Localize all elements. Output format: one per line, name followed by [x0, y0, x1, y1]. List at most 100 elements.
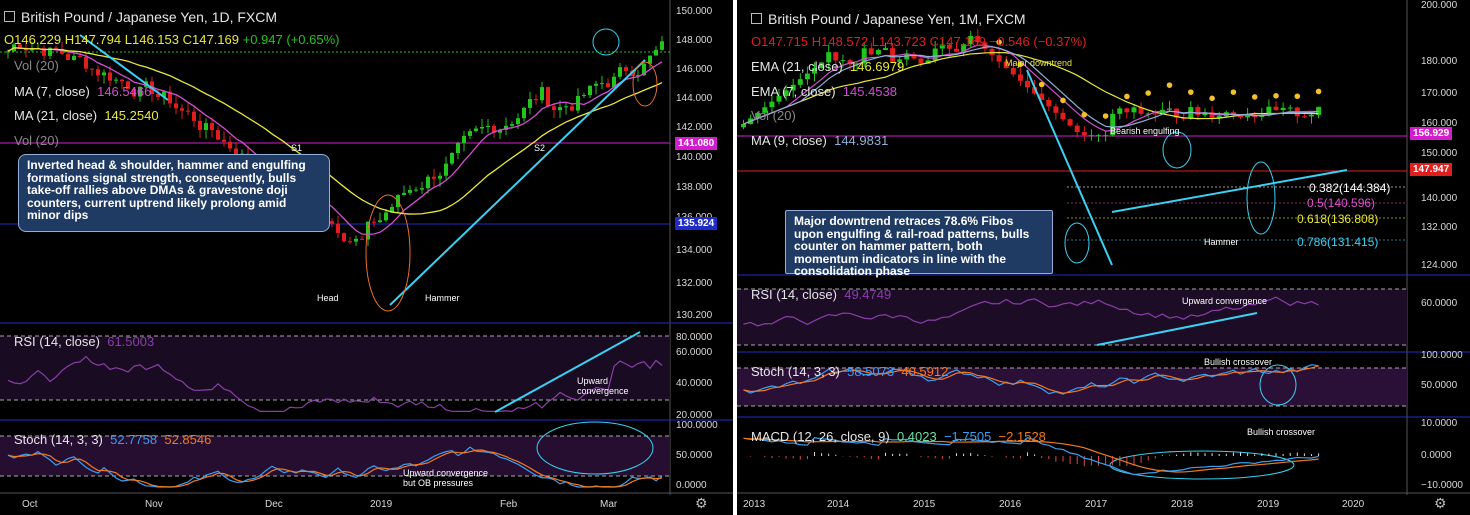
time-tick-label: Mar	[600, 499, 618, 510]
candle-body	[783, 90, 789, 96]
macd-tick-label: 10.0000	[1421, 418, 1458, 429]
moving-average-line	[743, 44, 1319, 132]
candle-body	[384, 212, 388, 221]
chart-title: British Pound / Japanese Yen, 1D, FXCM	[4, 10, 277, 25]
time-tick-label: 2019	[1257, 499, 1280, 510]
candle-body	[378, 220, 382, 223]
current-price-tag: 141.080	[675, 137, 718, 150]
price-tick-label: 150.000	[1421, 148, 1458, 159]
price-tick-label: 132.000	[1421, 222, 1458, 233]
candle-body	[1025, 80, 1030, 88]
hammer-ellipse	[632, 61, 658, 107]
candle-body	[648, 55, 652, 64]
candle-body	[552, 106, 556, 111]
hammer-ellipse	[1246, 161, 1276, 235]
ohlc-readout: O146.229 H147.794 L146.153 C147.169 +0.9…	[4, 32, 340, 47]
rsi-line	[743, 296, 1319, 327]
time-tick-label: Nov	[145, 499, 163, 510]
candle-body	[408, 190, 412, 193]
candle-body	[516, 118, 520, 125]
signal-dot	[1273, 93, 1279, 99]
candle-body	[600, 83, 604, 85]
candle-body	[234, 148, 238, 158]
candle-body	[588, 85, 592, 96]
candle-body	[1195, 107, 1201, 116]
candle-body	[1287, 107, 1293, 109]
candle-body	[180, 108, 184, 111]
time-tick-label: 2019	[370, 499, 393, 510]
candle-body	[861, 48, 867, 64]
stoch-d-line	[7, 449, 663, 488]
support-price-tag: 135.924	[675, 217, 718, 230]
candle-body	[222, 139, 226, 142]
candle-body	[228, 141, 232, 149]
rsi-tick-label: 60.0000	[676, 347, 713, 358]
candle-body	[372, 221, 376, 223]
candle-body	[156, 93, 160, 97]
candle-body	[426, 176, 430, 189]
bearish-engulfing-label: Bearish engulfing	[1110, 126, 1180, 136]
collapse-icon[interactable]	[4, 11, 15, 22]
candle-body	[1301, 116, 1307, 118]
rsi-convergence-arrow	[494, 331, 641, 413]
signal-dot	[1315, 88, 1322, 95]
candle-body	[606, 83, 610, 88]
rsi-band	[0, 336, 670, 400]
settings-gear-icon[interactable]: ⚙	[695, 495, 708, 511]
candle-body	[192, 111, 196, 121]
candle-body	[402, 192, 406, 196]
monthly-chart-panel[interactable]: British Pound / Japanese Yen, 1M, FXCM O…	[737, 0, 1470, 515]
candle-body	[989, 48, 995, 56]
price-tick-label: 144.000	[676, 93, 713, 104]
hammer-label: Hammer	[1204, 237, 1239, 247]
candle-body	[968, 36, 974, 45]
analysis-callout: Major downtrend retraces 78.6% Fibos upo…	[785, 210, 1053, 277]
time-tick-label: 2016	[999, 499, 1022, 510]
candle-body	[504, 125, 508, 130]
downtrend-arrow	[1026, 69, 1113, 266]
candle-body	[510, 124, 514, 126]
signal-dot	[1145, 90, 1151, 96]
candle-body	[1273, 106, 1279, 111]
collapse-icon[interactable]	[751, 13, 762, 24]
candle-body	[114, 79, 118, 81]
candle-body	[1280, 107, 1286, 111]
candle-body	[1117, 108, 1123, 114]
price-tick-label: 142.000	[676, 122, 713, 133]
time-tick-label: 2018	[1171, 499, 1194, 510]
candle-body	[174, 103, 178, 109]
moving-average-line	[7, 47, 663, 235]
candle-body	[1039, 93, 1045, 100]
candle-body	[932, 48, 938, 61]
candle-body	[546, 87, 550, 107]
candle-body	[854, 63, 860, 65]
candle-body	[78, 56, 82, 58]
candle-body	[534, 99, 538, 101]
moving-average-line	[743, 46, 1319, 128]
moving-average-line	[743, 51, 1319, 125]
time-tick-label: 2014	[827, 499, 850, 510]
settings-gear-icon[interactable]: ⚙	[1434, 495, 1447, 511]
stoch-legend: Stoch (14, 3, 3) 58.5073 40.5912	[751, 364, 949, 379]
candle-body	[90, 68, 94, 70]
s1-label: S1	[291, 143, 303, 153]
price-tick-label: 132.000	[676, 278, 713, 289]
daily-chart-canvas[interactable]	[0, 0, 733, 515]
signal-dot	[1124, 93, 1130, 100]
daily-chart-panel[interactable]: British Pound / Japanese Yen, 1D, FXCM O…	[0, 0, 733, 515]
hammer-ellipse	[1064, 222, 1090, 264]
candle-body	[162, 91, 166, 97]
candle-body	[120, 79, 124, 82]
candle-body	[1103, 135, 1109, 137]
major-downtrend-label: Major downtrend	[1005, 58, 1073, 68]
candle-body	[1266, 106, 1272, 116]
macd-legend: MACD (12, 26, close, 9) 0.4023 −1.7505 −…	[751, 429, 1046, 444]
vol-legend: Vol (20)	[751, 108, 796, 123]
candle-body	[54, 47, 58, 49]
candle-body	[769, 101, 775, 108]
candle-body	[819, 62, 825, 68]
candle-body	[1209, 112, 1215, 119]
candle-body	[480, 127, 484, 129]
vol-legend: Vol (20)	[14, 58, 59, 73]
candle-body	[954, 48, 959, 52]
